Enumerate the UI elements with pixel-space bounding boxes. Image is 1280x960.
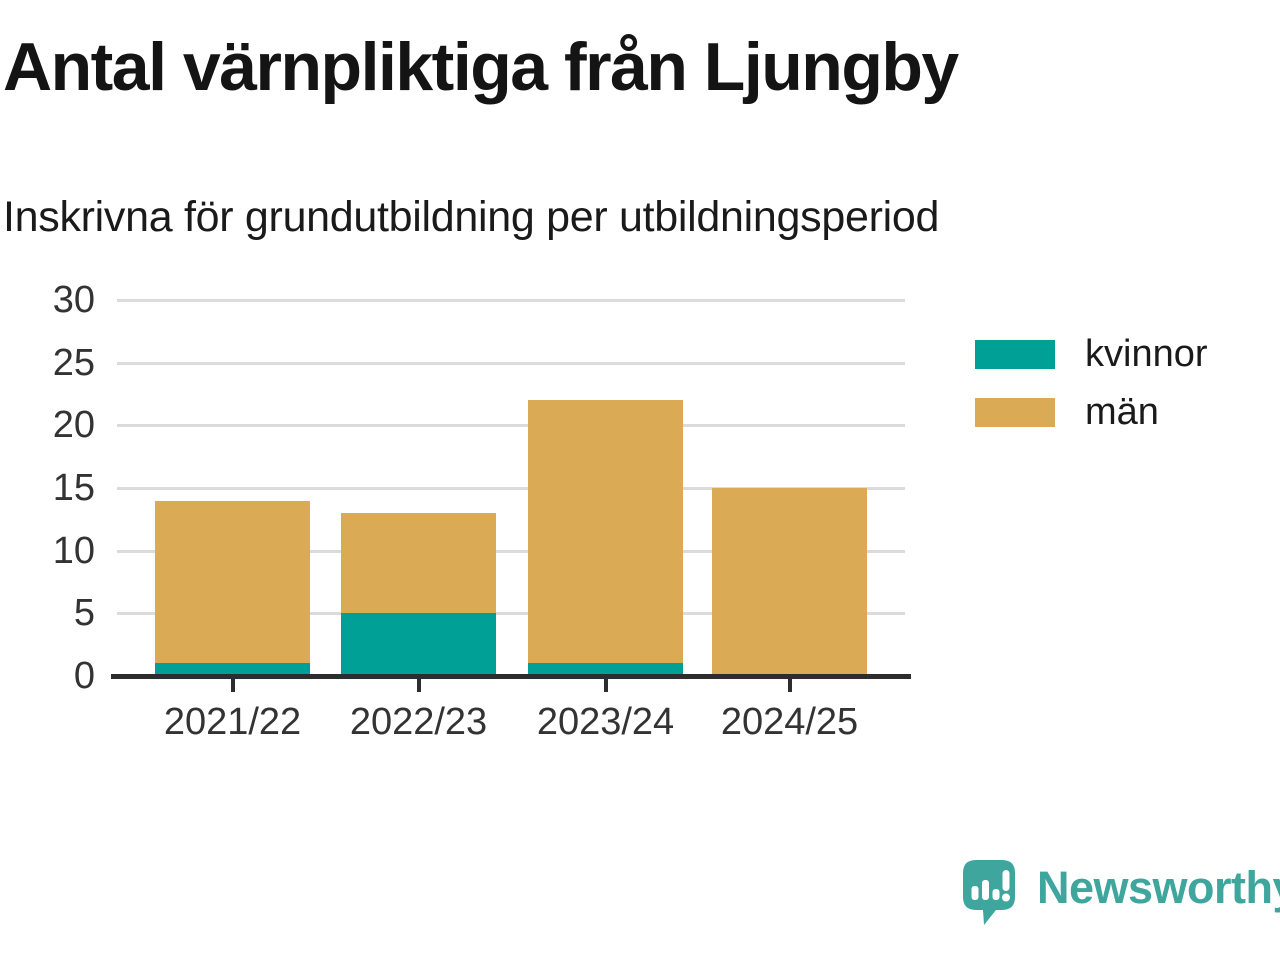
legend-label-kvinnor: kvinnor	[1085, 332, 1208, 375]
newsworthy-logo-icon	[963, 860, 1015, 925]
x-tick-label-2021/22: 2021/22	[163, 701, 302, 743]
legend-label-man: män	[1085, 390, 1159, 433]
x-tick-label-2022/23: 2022/23	[349, 701, 488, 743]
newsworthy-brand: Newsworthy	[963, 860, 1280, 926]
y-tick-label-15: 15	[52, 467, 95, 509]
chart-title: Antal värnpliktiga från Ljungby	[3, 29, 959, 105]
x-tick-label-2024/25: 2024/25	[720, 701, 859, 743]
y-tick-label-5: 5	[73, 592, 95, 635]
legend-swatch-kvinnor	[975, 339, 1055, 369]
legend: kvinnor män	[975, 330, 1208, 436]
x-tick-2021/22	[230, 679, 235, 692]
chart-subtitle: Inskrivna för grundutbildning per utbild…	[3, 193, 940, 241]
y-tick-label-25: 25	[52, 341, 95, 384]
bar-kvinnor-2022/23	[341, 613, 496, 676]
legend-item-kvinnor: kvinnor	[975, 330, 1208, 378]
gridline-10	[117, 549, 905, 553]
x-tick-2023/24	[603, 679, 608, 692]
y-tick-label-30: 30	[52, 279, 95, 321]
gridline-5	[117, 612, 905, 616]
y-tick-label-0: 0	[73, 655, 95, 697]
x-tick-2022/23	[416, 679, 421, 692]
gridline-30	[117, 299, 905, 302]
bar-män-2024/25	[712, 488, 867, 676]
bar-män-2022/23	[341, 513, 496, 614]
x-tick-label-2023/24: 2023/24	[536, 701, 675, 743]
x-axis-line	[111, 674, 911, 679]
brand-name: Newsworthy	[1037, 862, 1280, 913]
gridline-25	[117, 361, 905, 365]
gridline-15	[117, 487, 905, 490]
x-tick-2024/25	[787, 679, 792, 692]
bar-kvinnor-2021/22	[155, 663, 310, 676]
legend-swatch-man	[975, 397, 1055, 427]
bar-män-2021/22	[155, 500, 310, 664]
legend-item-man: män	[975, 388, 1208, 436]
bar-män-2023/24	[528, 400, 683, 664]
y-tick-label-20: 20	[52, 404, 95, 447]
bar-kvinnor-2023/24	[528, 663, 683, 676]
y-tick-label-10: 10	[52, 529, 95, 572]
gridline-20	[117, 424, 905, 428]
